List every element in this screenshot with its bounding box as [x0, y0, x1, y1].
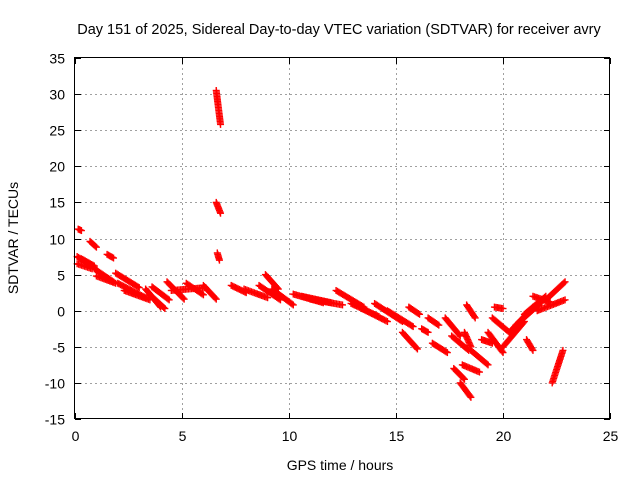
data-point: [212, 295, 220, 303]
y-tick-label: -5: [53, 340, 66, 356]
data-point: [288, 300, 296, 308]
data-point: [89, 261, 97, 269]
data-point: [467, 393, 475, 401]
y-tick-label: 30: [49, 87, 65, 103]
data-point: [383, 318, 391, 326]
data-point: [179, 294, 187, 302]
y-tick-label: 5: [57, 268, 65, 284]
data-point: [466, 392, 474, 400]
y-tick-label: 35: [49, 51, 65, 67]
data-point: [528, 345, 536, 353]
data-point: [413, 345, 421, 353]
x-tick-label: 25: [603, 428, 619, 444]
data-point: [134, 283, 142, 291]
x-axis-label: GPS time / hours: [287, 457, 394, 473]
y-tick-label: 10: [49, 232, 65, 248]
y-tick-label: -10: [45, 376, 65, 392]
x-tick-label: 20: [496, 428, 512, 444]
data-point: [443, 349, 451, 357]
data-point: [211, 294, 219, 302]
data-point: [434, 320, 442, 328]
y-tick-label: 0: [57, 304, 65, 320]
data-point: [408, 322, 416, 330]
data-point: [77, 227, 85, 235]
data-point: [161, 305, 169, 313]
data-point: [217, 120, 225, 128]
data-point: [409, 323, 417, 331]
y-tick-label: 15: [49, 195, 65, 211]
data-point: [423, 328, 431, 336]
data-point: [412, 344, 420, 352]
data-point: [560, 279, 568, 287]
y-tick-label: 25: [49, 123, 65, 139]
data-point: [483, 360, 491, 368]
data-point: [455, 331, 463, 339]
data-point: [529, 346, 537, 354]
data-point: [561, 296, 569, 304]
data-point: [561, 278, 569, 286]
data-point: [160, 303, 168, 311]
data-point: [180, 295, 188, 303]
data-point: [382, 317, 390, 325]
data-point: [459, 374, 467, 382]
data-point: [92, 243, 100, 251]
data-point: [110, 254, 118, 262]
data-point: [264, 294, 272, 302]
data-point: [471, 314, 479, 322]
chart-title: Day 151 of 2025, Sidereal Day-to-day VTE…: [77, 22, 601, 38]
data-point: [456, 332, 464, 340]
plot-frame: [74, 57, 610, 419]
data-point: [435, 321, 443, 329]
y-axis-label: SDTVAR / TECUs: [5, 182, 21, 294]
data-point: [289, 301, 297, 309]
data-point: [559, 346, 567, 354]
data-point: [470, 313, 478, 321]
data-point: [484, 361, 492, 369]
data-point: [165, 296, 173, 304]
x-tick-label: 10: [282, 428, 298, 444]
data-point: [198, 290, 206, 298]
data-point: [215, 256, 223, 264]
data-point: [498, 347, 506, 355]
data-point: [339, 301, 346, 309]
x-tick-label: 15: [389, 428, 405, 444]
data-point: [164, 295, 172, 303]
y-tick-label: 20: [49, 159, 65, 175]
data-point: [135, 284, 143, 292]
data-point: [475, 368, 483, 376]
data-point: [442, 348, 450, 356]
y-tick-label: -15: [45, 412, 65, 428]
data-point: [460, 375, 468, 383]
data-point: [424, 328, 432, 336]
data-point: [416, 310, 424, 318]
x-tick-label: 5: [179, 428, 187, 444]
data-point: [108, 253, 116, 261]
data-point: [499, 305, 507, 313]
grid-lines: [75, 58, 610, 419]
data-point: [217, 209, 225, 217]
x-tick-label: 0: [72, 428, 80, 444]
data-point: [199, 291, 207, 299]
data-points: [73, 86, 569, 401]
data-point: [414, 310, 422, 318]
data-point: [91, 242, 99, 250]
